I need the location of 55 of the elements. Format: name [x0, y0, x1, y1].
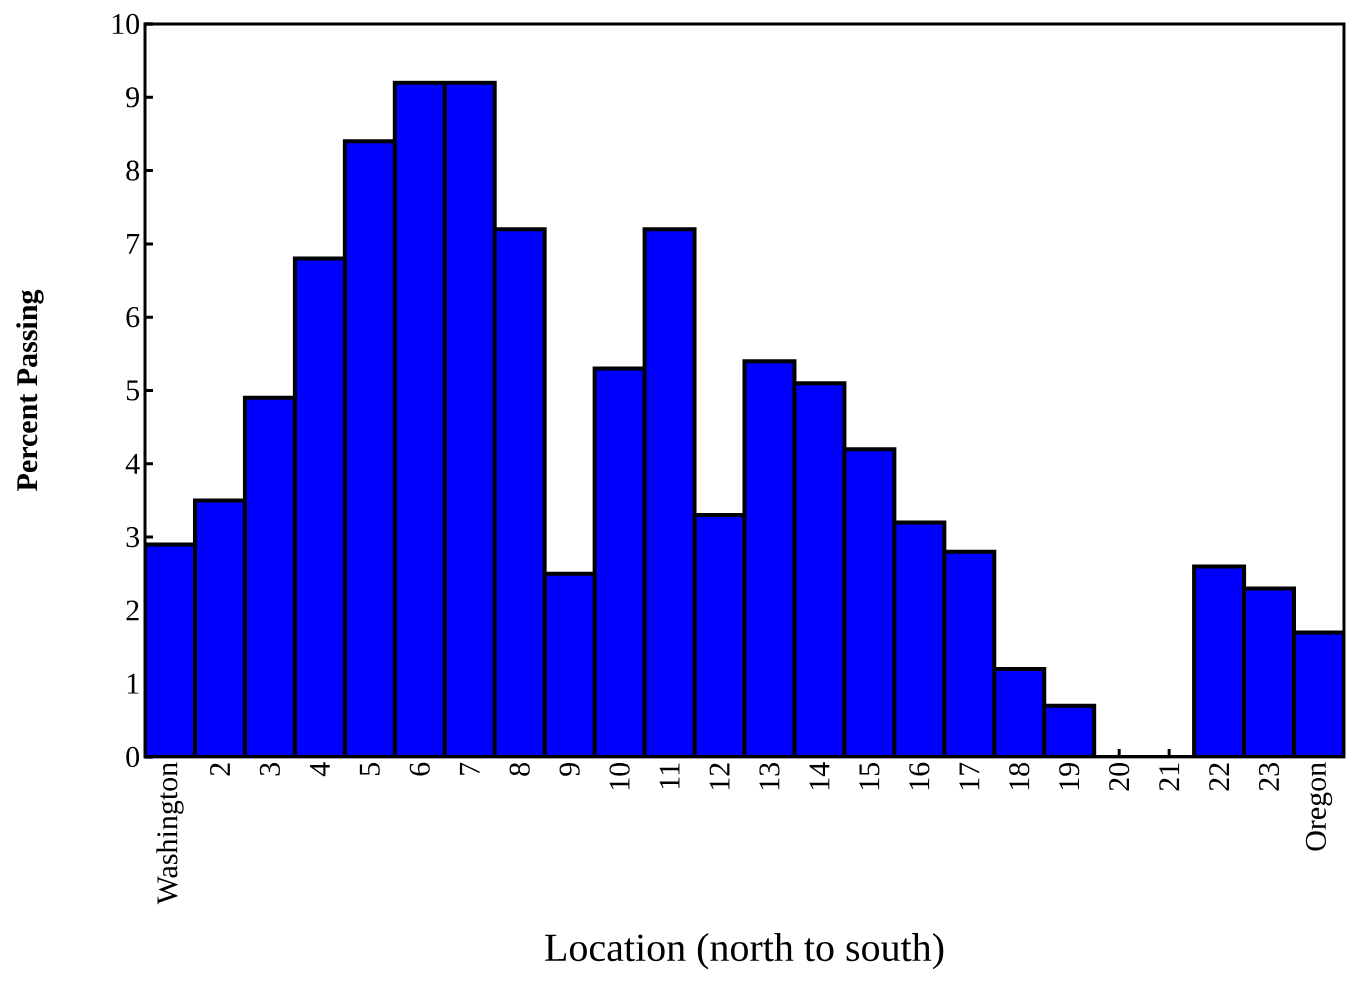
bar [894, 522, 945, 757]
x-tick-label: Washington [156, 762, 184, 905]
y-tick-label: 1 [127, 673, 139, 694]
x-tick-label: 21 [1159, 763, 1180, 791]
x-tick-label: 19 [1059, 763, 1080, 790]
y-tick-label: 5 [126, 380, 140, 401]
x-tick-label: 15 [859, 762, 880, 790]
y-tick-label: 8 [126, 160, 140, 181]
bar [644, 229, 695, 757]
y-axis-title: Percent Passing [16, 289, 44, 491]
x-tick-label: 17 [959, 762, 980, 790]
bar [394, 82, 445, 757]
y-tick-label: 2 [126, 600, 139, 621]
x-axis-title: Location (north to south) [545, 933, 944, 970]
bar [444, 82, 495, 757]
x-tick-label: 4 [309, 762, 330, 777]
x-tick-label: 12 [709, 763, 730, 790]
bar [194, 500, 245, 757]
bar [594, 368, 645, 757]
bar [1244, 588, 1295, 757]
bar [294, 258, 345, 757]
bar [794, 383, 845, 757]
x-tick-label: 6 [409, 762, 430, 776]
bar [494, 229, 545, 757]
y-tick-label: 7 [127, 234, 140, 254]
bar [544, 573, 595, 757]
x-tick-label: 14 [809, 762, 830, 790]
x-tick-label: 23 [1258, 762, 1280, 791]
x-tick-label: 13 [759, 762, 780, 790]
y-tick-label: 9 [126, 87, 139, 108]
bar [744, 361, 795, 757]
x-tick-label: 20 [1109, 762, 1130, 791]
y-tick-label: 10 [112, 13, 140, 35]
x-tick-label: Oregon [1305, 762, 1333, 851]
bar [1194, 566, 1245, 757]
x-tick-label: 3 [259, 762, 280, 776]
x-tick-label: 16 [909, 762, 930, 790]
bar [944, 551, 995, 757]
bar [145, 544, 195, 757]
x-tick-label: 2 [210, 763, 230, 776]
x-tick-label: 8 [509, 762, 530, 776]
x-tick-label: 7 [459, 762, 480, 775]
y-tick-label: 0 [126, 746, 140, 768]
x-tick-label: 5 [359, 762, 380, 776]
y-tick-label: 3 [126, 527, 140, 548]
bar [344, 141, 395, 757]
y-tick-label: 4 [125, 453, 140, 474]
x-tick-label: 9 [559, 763, 580, 776]
y-tick-label: 6 [126, 307, 140, 328]
x-tick-label: 22 [1209, 763, 1230, 791]
x-tick-label: 11 [659, 763, 680, 789]
x-tick-label: 10 [609, 762, 630, 790]
bar [244, 397, 295, 757]
x-tick-label: 18 [1009, 762, 1030, 790]
bar [844, 449, 895, 757]
